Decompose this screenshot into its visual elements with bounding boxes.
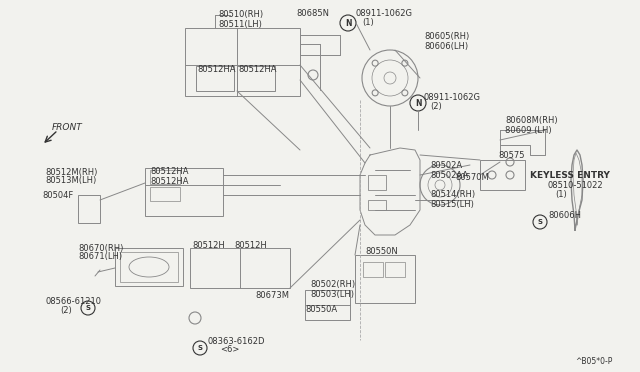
- Bar: [120, 252, 178, 282]
- Text: 80608M(RH): 80608M(RH): [505, 115, 557, 125]
- Text: 80606H: 80606H: [548, 211, 581, 219]
- Bar: [196, 66, 234, 91]
- Bar: [480, 160, 525, 190]
- Text: 80504F: 80504F: [42, 190, 73, 199]
- Text: N: N: [415, 99, 421, 108]
- Text: 80673M: 80673M: [255, 291, 289, 299]
- Text: 80510(RH): 80510(RH): [218, 10, 263, 19]
- Text: <6>: <6>: [220, 346, 239, 355]
- Bar: [385, 262, 405, 277]
- Text: 80514(RH): 80514(RH): [430, 190, 475, 199]
- Text: 80685N: 80685N: [296, 9, 329, 17]
- Bar: [185, 28, 300, 96]
- Bar: [368, 175, 386, 190]
- Text: 80609 (LH): 80609 (LH): [505, 125, 552, 135]
- Bar: [237, 66, 275, 91]
- Text: S: S: [198, 345, 202, 351]
- Text: 80550N: 80550N: [365, 247, 397, 257]
- Text: 80512HA: 80512HA: [150, 176, 189, 186]
- Bar: [150, 170, 180, 184]
- Text: 80511(LH): 80511(LH): [218, 19, 262, 29]
- Text: 80512M(RH): 80512M(RH): [45, 167, 97, 176]
- Text: S: S: [538, 219, 543, 225]
- Text: FRONT: FRONT: [52, 124, 83, 132]
- Text: 80513M(LH): 80513M(LH): [45, 176, 96, 186]
- Text: 80605(RH): 80605(RH): [424, 32, 469, 42]
- Text: 80570M: 80570M: [455, 173, 489, 183]
- Bar: [150, 187, 180, 201]
- Text: (1): (1): [362, 17, 374, 26]
- Text: S: S: [86, 305, 90, 311]
- Text: 80502(RH): 80502(RH): [310, 280, 355, 289]
- Text: (1): (1): [555, 189, 567, 199]
- Text: N: N: [345, 19, 351, 28]
- Text: 80512H: 80512H: [234, 241, 267, 250]
- Text: 80512HA: 80512HA: [150, 167, 189, 176]
- Bar: [145, 168, 223, 216]
- Bar: [305, 290, 350, 320]
- Text: 08363-6162D: 08363-6162D: [208, 337, 266, 346]
- Text: 80512HA: 80512HA: [197, 65, 236, 74]
- Text: 80503(LH): 80503(LH): [310, 289, 354, 298]
- Text: (2): (2): [60, 307, 72, 315]
- Text: 80606(LH): 80606(LH): [424, 42, 468, 51]
- Text: (2): (2): [430, 102, 442, 110]
- Bar: [78, 195, 100, 223]
- Text: ^B05*0-P: ^B05*0-P: [575, 357, 612, 366]
- Text: 08911-1062G: 08911-1062G: [424, 93, 481, 102]
- Bar: [115, 248, 183, 286]
- Text: 80671(LH): 80671(LH): [78, 253, 122, 262]
- Bar: [363, 262, 383, 277]
- Text: 80515(LH): 80515(LH): [430, 199, 474, 208]
- Text: 08566-61210: 08566-61210: [46, 298, 102, 307]
- Text: 80670(RH): 80670(RH): [78, 244, 124, 253]
- Text: 80512HA: 80512HA: [238, 65, 276, 74]
- Text: 80550A: 80550A: [305, 305, 337, 314]
- Text: KEYLESS ENTRY: KEYLESS ENTRY: [530, 170, 610, 180]
- Text: 08510-51022: 08510-51022: [548, 180, 604, 189]
- Text: 80502A: 80502A: [430, 160, 462, 170]
- Text: 80502AA: 80502AA: [430, 170, 468, 180]
- Bar: [368, 200, 386, 210]
- Text: 80575: 80575: [498, 151, 525, 160]
- Text: 08911-1062G: 08911-1062G: [356, 9, 413, 17]
- Text: 80512H: 80512H: [192, 241, 225, 250]
- Bar: [355, 255, 415, 303]
- Bar: [190, 248, 290, 288]
